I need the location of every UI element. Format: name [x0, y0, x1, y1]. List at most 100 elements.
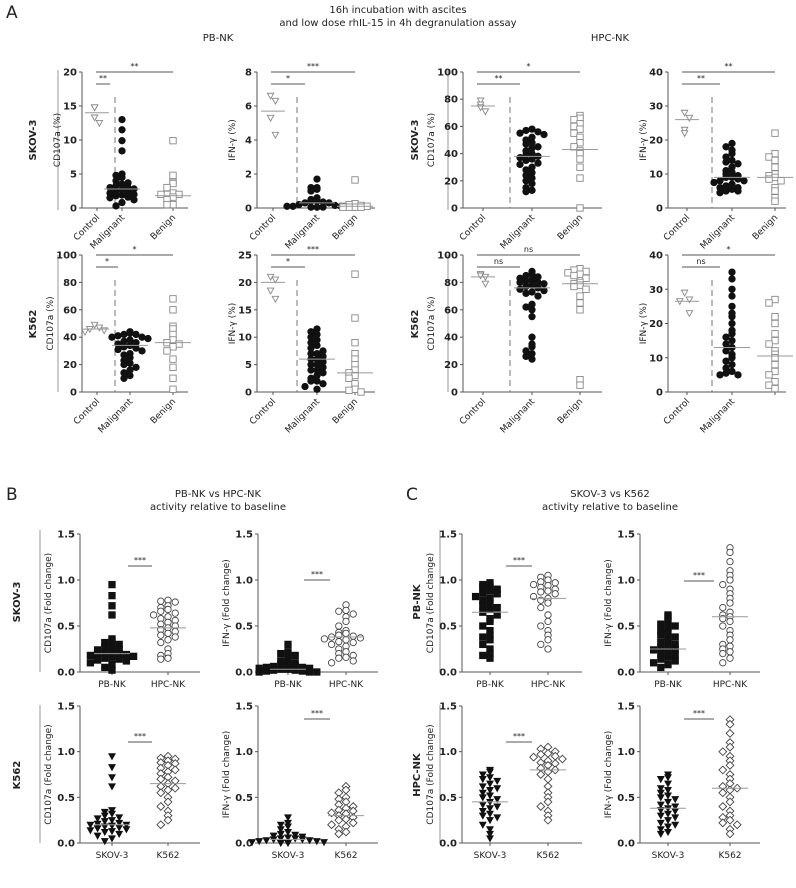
data-point-square-open: [771, 313, 779, 321]
y-tick-label: 10: [649, 353, 663, 364]
chart-A-PB-K562-IFNg: 0 5 10 15 20 25 IFN-γ (%) Control Malignant Benig…: [228, 245, 375, 436]
significance-label: ***: [134, 732, 146, 741]
data-point-tri-down-filled: [262, 837, 271, 845]
x-tick-label: K562: [718, 851, 741, 861]
data-point-circle-open: [342, 636, 350, 644]
significance-label: *: [105, 257, 109, 266]
data-point-square-open: [345, 374, 353, 382]
y-axis-label: IFN-γ (%): [228, 303, 238, 345]
data-point-tri-down-filled: [276, 826, 285, 834]
significance-label: ***: [513, 556, 525, 565]
data-point-square-open: [163, 200, 171, 209]
data-point-circle-open: [719, 580, 727, 589]
y-tick-label: 1.0: [57, 747, 75, 758]
data-point-tri-down-open: [90, 114, 99, 122]
data-point-circle-filled: [528, 125, 536, 133]
y-tick-label: 0.5: [57, 793, 75, 804]
data-point-diamond-open: [163, 797, 173, 807]
data-point-tri-down-open: [685, 296, 694, 304]
data-point-circle-filled: [522, 282, 530, 291]
data-point-tri-down-filled: [656, 807, 665, 815]
data-point-circle-filled: [722, 143, 730, 151]
significance-label: ns: [494, 257, 503, 266]
data-point-circle-filled: [734, 187, 742, 195]
data-point-circle-filled: [528, 333, 536, 341]
data-point-tri-down-open: [680, 109, 689, 117]
y-tick-label: 20: [238, 278, 252, 289]
data-point-diamond-open: [725, 728, 735, 738]
y-tick-label: 0.5: [617, 793, 635, 804]
data-point-diamond-open: [543, 749, 553, 758]
data-point-square-filled: [284, 640, 292, 649]
data-point-diamond-open: [718, 788, 728, 798]
data-point-circle-filled: [522, 188, 530, 196]
x-tick-label: Malignant: [699, 213, 738, 252]
data-point-tri-down-filled: [478, 801, 487, 809]
data-point-circle-open: [719, 603, 727, 612]
y-tick-label: 100: [56, 251, 77, 262]
data-point-square-filled: [122, 650, 131, 659]
data-point-tri-down-filled: [656, 776, 665, 784]
data-point-square-filled: [291, 666, 299, 674]
data-point-circle-filled: [728, 139, 736, 148]
data-point-tri-down-filled: [486, 792, 494, 800]
data-point-square-open: [351, 176, 359, 184]
data-point-tri-down-filled: [478, 776, 487, 784]
data-point-circle-filled: [728, 268, 736, 276]
data-point-square-open: [163, 183, 171, 192]
y-tick-label: 1.5: [439, 530, 457, 541]
data-point-tri-down-open: [476, 97, 485, 105]
data-point-circle-open: [335, 654, 343, 662]
data-point-circle-filled: [313, 197, 321, 205]
data-point-tri-down-filled: [671, 796, 680, 804]
data-point-circle-open: [537, 603, 545, 612]
data-point-square-open: [576, 125, 584, 133]
chart-B-K562-IFNg: 0.0 0.5 1.0 1.5 IFN-γ (Fold change) PB-NK HPC-…: [604, 530, 760, 690]
y-axis-label: CD107a (%): [46, 296, 56, 350]
data-point-square-open: [345, 203, 353, 211]
data-point-circle-filled: [319, 380, 327, 388]
significance-label: *: [727, 245, 731, 254]
chart-C-PB-IFNg: 0.0 0.5 1.0 1.5 IFN-γ (Fold change) SKOV-3 K56…: [222, 702, 378, 861]
y-tick-label: 0: [70, 388, 77, 399]
data-point-tri-down-open: [271, 295, 280, 303]
data-point-tri-down-filled: [493, 803, 502, 811]
data-point-tri-down-filled: [93, 820, 102, 828]
data-point-square-filled: [493, 603, 501, 612]
data-point-tri-down-filled: [291, 835, 300, 843]
data-point-tri-down-filled: [486, 774, 494, 782]
y-tick-label: 0.0: [235, 668, 253, 679]
data-point-square-open: [582, 267, 590, 276]
data-point-tri-down-filled: [656, 789, 665, 797]
data-point-square-filled: [657, 631, 665, 639]
data-point-tri-down-open: [271, 131, 280, 140]
y-tick-label: 1.0: [235, 576, 253, 587]
data-point-circle-filled: [728, 292, 736, 300]
data-point-tri-down-filled: [478, 812, 487, 820]
data-point-diamond-open: [557, 754, 567, 764]
data-point-square-open: [771, 367, 779, 376]
data-point-tri-down-filled: [493, 777, 502, 786]
y-tick-label: 60: [444, 305, 458, 316]
significance-label: ***: [513, 732, 525, 741]
data-point-circle-filled: [534, 143, 542, 151]
data-point-square-open: [169, 179, 177, 188]
chart-B-SKOV-IFNg: 0.0 0.5 1.0 1.5 IFN-γ (Fold change) PB-NK HPC-…: [222, 530, 378, 690]
data-point-diamond-open: [341, 814, 351, 824]
data-point-square-open: [351, 203, 359, 211]
data-point-circle-filled: [313, 385, 321, 393]
data-point-tri-down-open: [481, 108, 490, 116]
data-point-circle-open: [335, 637, 343, 646]
data-point-circle-open: [537, 588, 545, 596]
data-point-circle-open: [342, 606, 350, 615]
data-point-circle-filled: [716, 177, 724, 185]
data-point-circle-filled: [313, 341, 321, 350]
y-tick-label: 0.0: [57, 668, 75, 679]
data-point-circle-filled: [734, 371, 742, 379]
data-point-diamond-open: [536, 801, 546, 811]
y-tick-label: 20: [444, 360, 458, 371]
data-point-circle-open: [342, 653, 350, 661]
y-tick-label: 15: [63, 102, 77, 113]
